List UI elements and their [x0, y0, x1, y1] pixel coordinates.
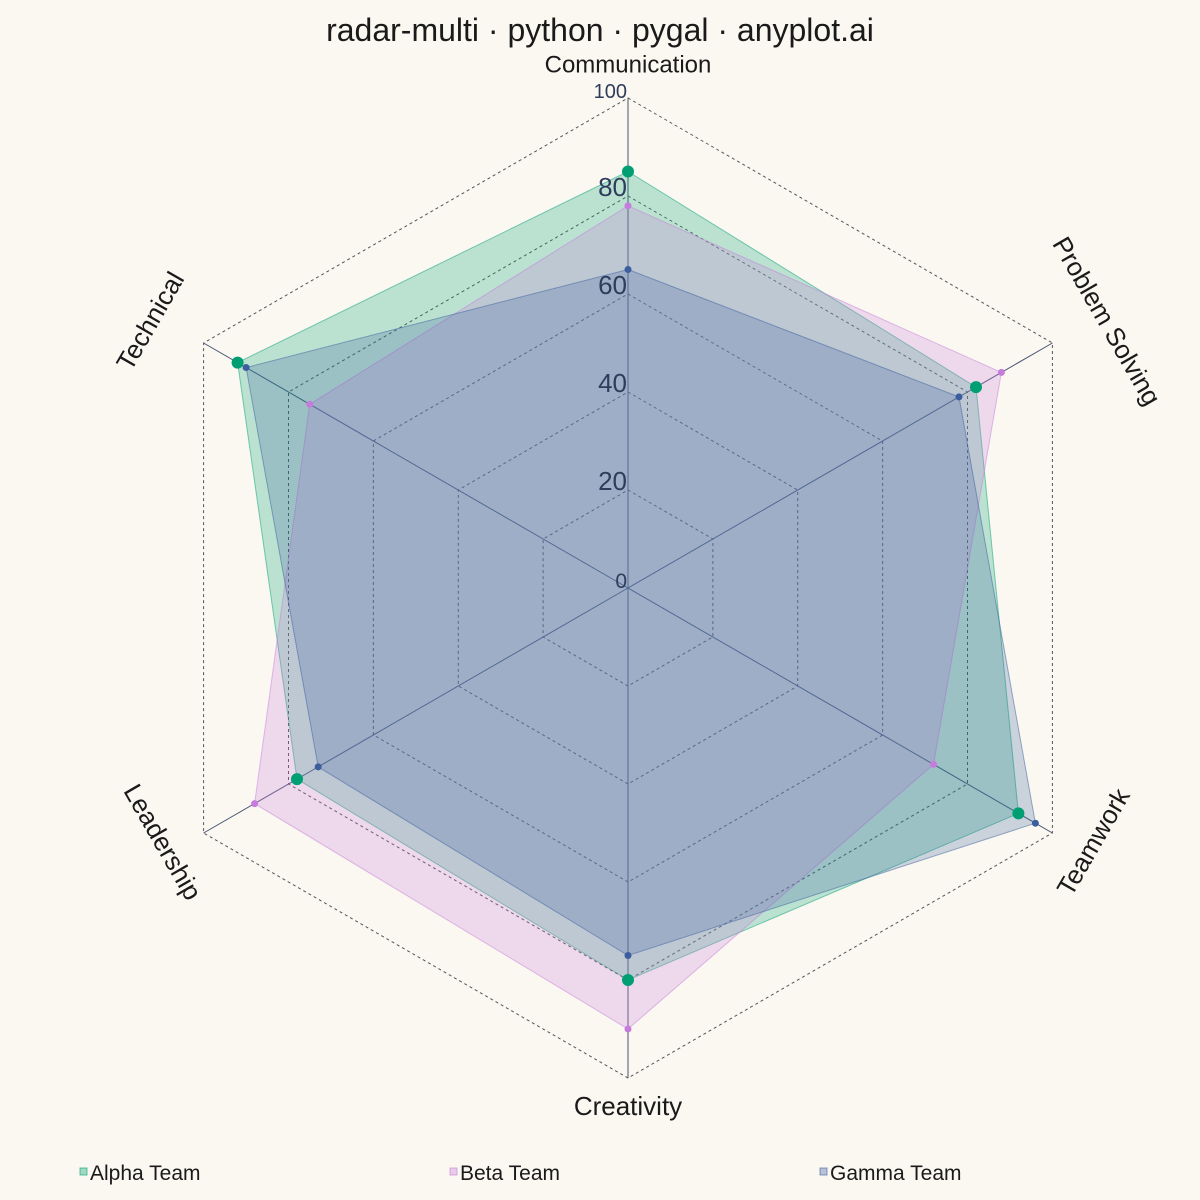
axis-label-5: Technical — [110, 266, 190, 375]
legend-label-0: Alpha Team — [90, 1162, 201, 1185]
legend-swatch-0 — [79, 1167, 88, 1176]
series-point-0-0 — [622, 165, 634, 178]
series-point-1-0 — [624, 202, 632, 210]
chart-title: radar-multi · python · pygal · anyplot.a… — [326, 12, 874, 48]
tick-label-80: 80 — [598, 172, 627, 202]
axis-spoke-4 — [203, 587, 629, 834]
legend-label-1: Beta Team — [460, 1162, 560, 1185]
series-point-1-2 — [930, 760, 937, 768]
legend-item-1[interactable]: Beta Team — [449, 1162, 560, 1185]
axis-spoke-2 — [627, 587, 1053, 834]
legend-swatch-1 — [449, 1167, 458, 1176]
legend: Alpha Team Beta Team Gamma Team — [79, 1162, 962, 1185]
series-point-2-1 — [955, 393, 963, 401]
legend-swatch-2 — [819, 1167, 828, 1176]
series-point-2-5 — [242, 364, 250, 371]
legend-item-0[interactable]: Alpha Team — [79, 1162, 201, 1185]
series-layer — [231, 165, 1039, 1033]
axis-label-3: Creativity — [574, 1091, 682, 1121]
axis-spoke-1 — [627, 342, 1053, 589]
tick-label-40: 40 — [598, 368, 627, 398]
series-point-1-3 — [624, 1025, 632, 1033]
grid-layer — [203, 97, 1053, 1079]
series-point-0-4 — [291, 773, 303, 786]
axis-label-1: Problem Solving — [1047, 231, 1168, 410]
legend-label-2: Gamma Team — [830, 1162, 962, 1185]
series-point-2-2 — [1031, 819, 1039, 827]
axis-spoke-5 — [203, 342, 629, 589]
series-point-0-5 — [231, 356, 244, 369]
series-point-1-5 — [306, 400, 314, 408]
tick-label-100: 100 — [594, 81, 627, 103]
axis-label-0: Communication — [545, 51, 712, 78]
tick-label-20: 20 — [598, 466, 627, 496]
series-point-0-1 — [970, 381, 982, 394]
legend-item-2[interactable]: Gamma Team — [819, 1162, 962, 1185]
series-point-1-1 — [997, 368, 1005, 376]
tick-label-0: 0 — [615, 570, 627, 593]
tick-label-60: 60 — [598, 270, 627, 300]
ticks-layer: 0 20 40 60 80 100 — [594, 81, 627, 593]
series-point-0-3 — [622, 974, 634, 986]
series-point-2-3 — [624, 952, 632, 959]
series-point-2-0 — [624, 266, 632, 273]
series-point-1-4 — [251, 800, 259, 808]
series-point-2-4 — [314, 763, 322, 771]
axis-label-4: Leadership — [118, 779, 208, 905]
axis-label-2: Teamwork — [1051, 782, 1137, 900]
series-point-0-2 — [1012, 807, 1025, 820]
